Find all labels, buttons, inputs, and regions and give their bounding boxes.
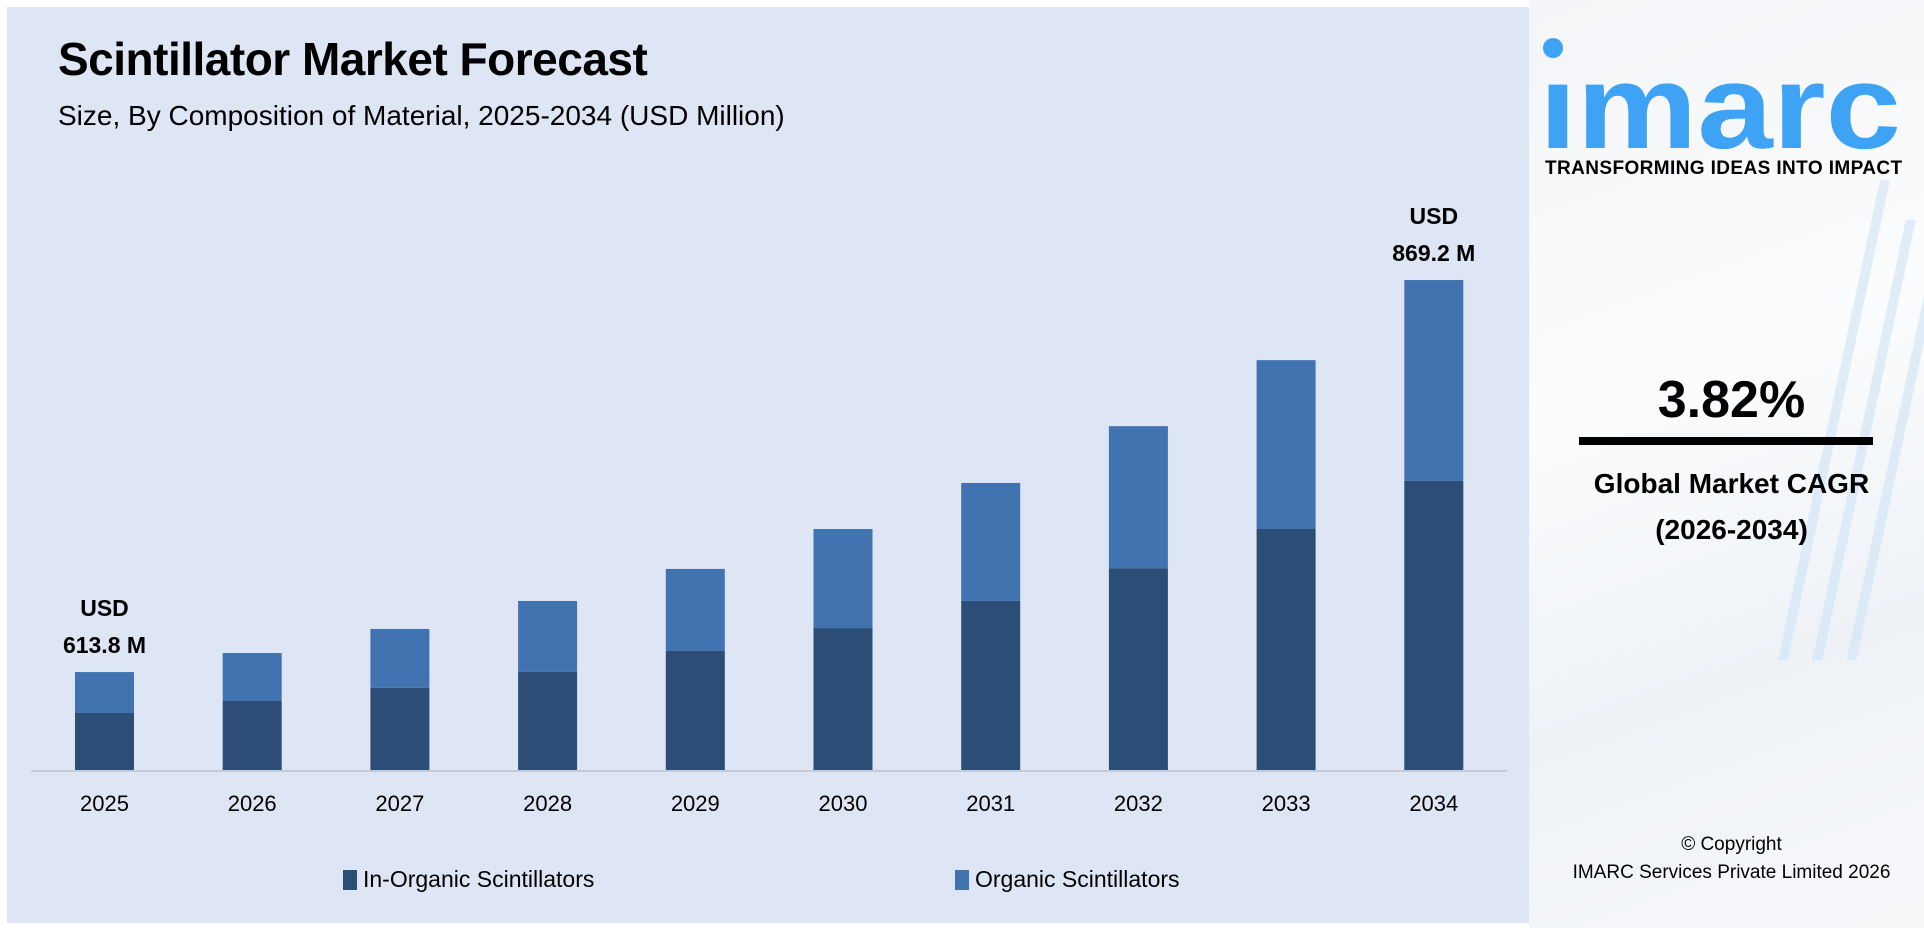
bar-organic-2028 — [518, 600, 578, 672]
bar-inorganic-2028 — [518, 671, 578, 770]
x-tick-label: 2032 — [1114, 791, 1163, 816]
bar-inorganic-2029 — [665, 650, 725, 770]
bar-inorganic-2031 — [961, 600, 1021, 770]
legend-item-organic: Organic Scintillators — [955, 866, 1180, 893]
imarc-logo: ımarc — [1543, 38, 1901, 153]
cagr-period: (2026-2034) — [1655, 514, 1808, 545]
bar-inorganic-2034 — [1404, 480, 1464, 770]
side-panel — [1529, 0, 1924, 928]
x-tick-label: 2034 — [1409, 791, 1458, 816]
bar-organic-2034 — [1404, 280, 1464, 481]
x-tick-label: 2026 — [228, 791, 277, 816]
bar-inorganic-2026 — [222, 700, 282, 770]
logo-tagline: TRANSFORMING IDEAS INTO IMPACT — [1545, 158, 1903, 179]
bar-organic-2026 — [222, 653, 282, 701]
legend-swatch-inorganic — [343, 869, 357, 890]
data-label-value: 869.2 M — [1392, 240, 1475, 266]
chart-subtitle: Size, By Composition of Material, 2025-2… — [58, 100, 785, 131]
bar-organic-2025 — [75, 672, 134, 714]
bar-inorganic-2032 — [1108, 568, 1168, 770]
bar-organic-2030 — [813, 529, 873, 629]
copyright-line2: IMARC Services Private Limited 2026 — [1572, 862, 1891, 883]
legend-item-inorganic: In-Organic Scintillators — [343, 866, 594, 893]
data-label-value: 613.8 M — [63, 632, 146, 658]
bar-inorganic-2025 — [75, 713, 134, 770]
x-tick-label: 2033 — [1262, 791, 1311, 816]
svg-text:ımarc: ımarc — [1543, 40, 1901, 153]
bar-inorganic-2030 — [813, 628, 873, 770]
legend-label-inorganic: In-Organic Scintillators — [363, 866, 595, 892]
legend-swatch-organic — [955, 869, 969, 890]
bar-organic-2032 — [1108, 426, 1168, 569]
x-tick-label: 2025 — [80, 791, 129, 816]
data-label-unit: USD — [80, 595, 129, 621]
stacked-bar-chart: 2025 USD 613.8 M 2026 2027 2028 2029 2030 2031 20… — [31, 203, 1507, 816]
cagr-divider — [1579, 437, 1873, 445]
x-tick-label: 2027 — [375, 791, 424, 816]
bar-organic-2029 — [665, 568, 725, 651]
x-tick-label: 2028 — [523, 791, 572, 816]
cagr-value: 3.82% — [1657, 371, 1806, 429]
x-tick-label: 2031 — [966, 791, 1015, 816]
data-label-unit: USD — [1410, 203, 1459, 229]
bar-organic-2027 — [370, 628, 430, 688]
cagr-label: Global Market CAGR — [1593, 468, 1870, 499]
chart-title: Scintillator Market Forecast — [58, 33, 648, 85]
bar-inorganic-2027 — [370, 687, 430, 770]
bar-organic-2033 — [1256, 360, 1316, 530]
x-tick-label: 2029 — [671, 791, 720, 816]
legend-label-organic: Organic Scintillators — [975, 866, 1180, 892]
bar-organic-2031 — [961, 482, 1021, 601]
copyright-line1: © Copyright — [1681, 834, 1782, 855]
bar-inorganic-2033 — [1256, 529, 1316, 770]
x-tick-label: 2030 — [819, 791, 868, 816]
